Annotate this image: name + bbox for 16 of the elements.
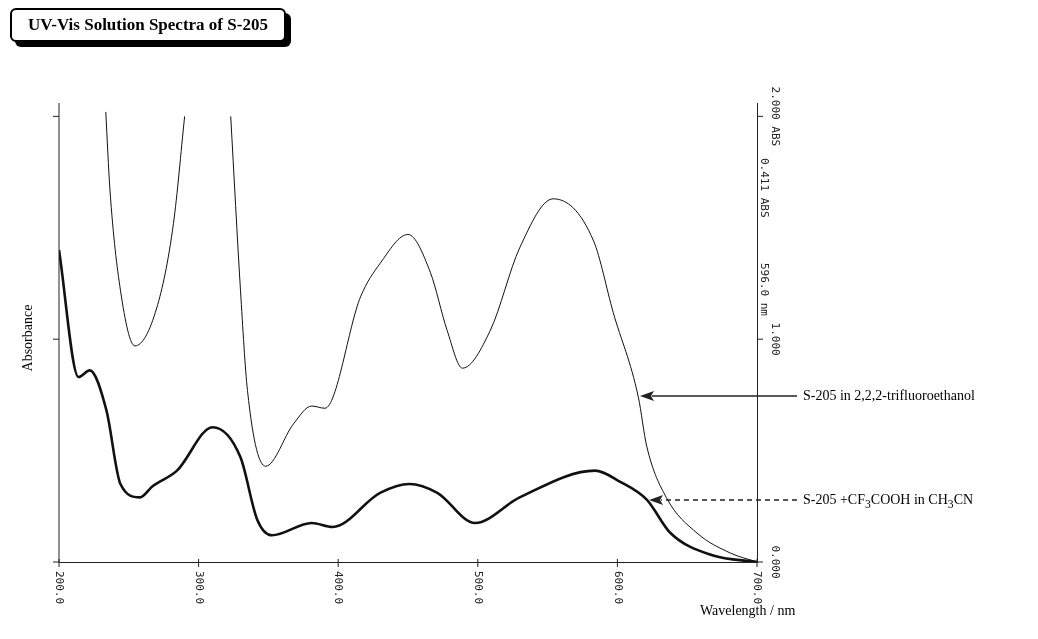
y-tick-label: 0.000: [769, 545, 783, 579]
y-tick-label: 1.000: [769, 322, 783, 356]
x-axis-title: Wavelength / nm: [700, 603, 796, 619]
x-tick-label: 300.0: [192, 571, 206, 605]
text: S-205 +CF$_{3}$COOH in CH$_{3}$CN: [803, 491, 974, 513]
chart-title: UV-Vis Solution Spectra of S-205: [10, 8, 286, 42]
y-axis-title: Absorbance: [20, 303, 36, 374]
x-tick-label: 600.0: [611, 571, 625, 605]
y-tick-label: 2.000 ABS: [769, 86, 783, 147]
x-tick-label: 500.0: [471, 571, 485, 605]
x-tick-label: 400.0: [332, 571, 346, 605]
x-tick-label: 200.0: [53, 571, 67, 605]
text: 0.411 ABS: [758, 158, 772, 218]
text: 596.0 nm: [758, 263, 772, 317]
text: S-205 in 2,2,2-trifluoroethanol: [803, 386, 975, 405]
x-tick-label: 700.0: [751, 571, 765, 605]
